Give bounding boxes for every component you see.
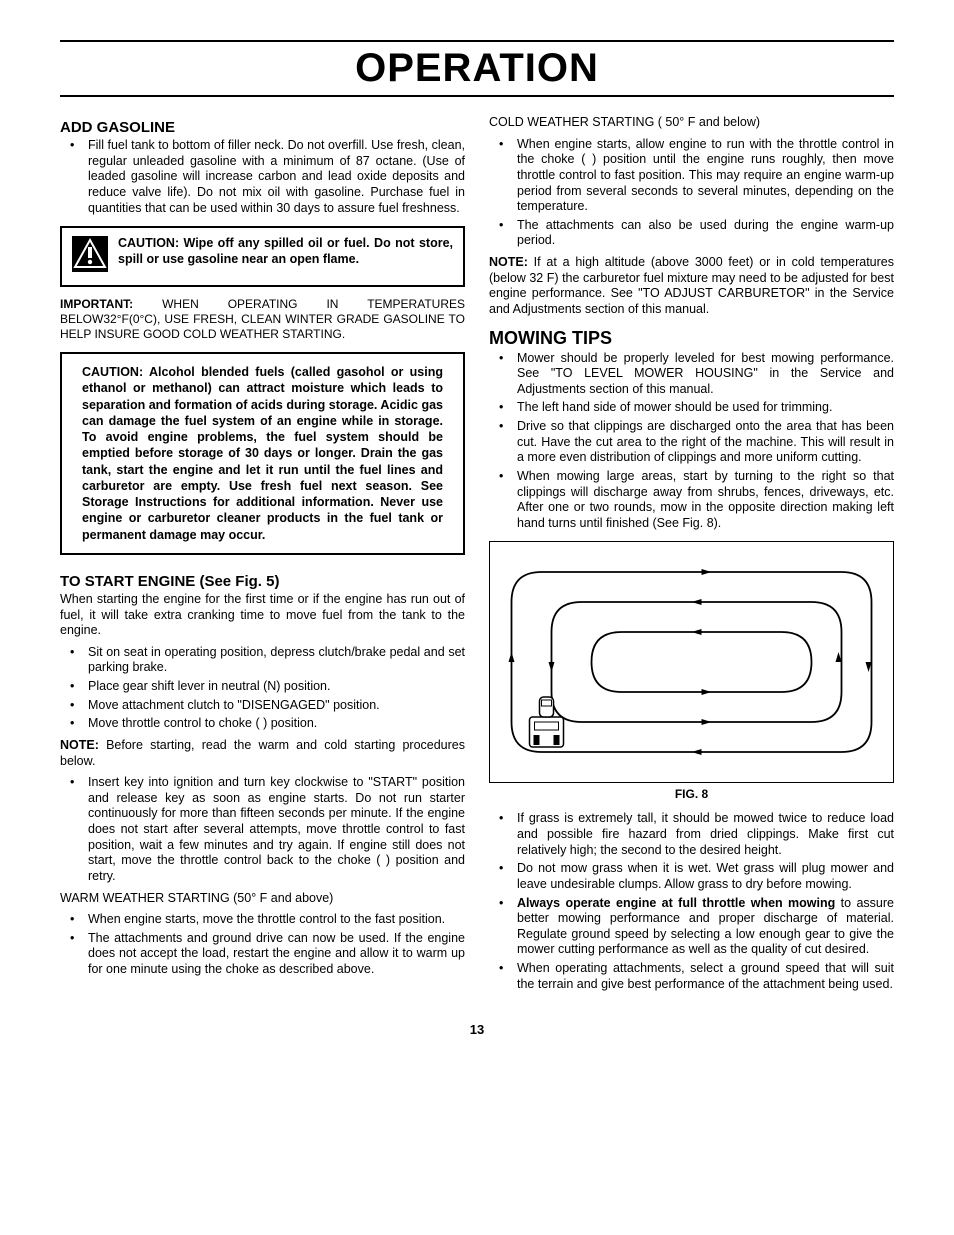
start-engine-heading: TO START ENGINE (See Fig. 5): [60, 573, 465, 590]
list-item: If grass is extremely tall, it should be…: [489, 811, 894, 858]
list-item: Insert key into ignition and turn key cl…: [60, 775, 465, 884]
note-1: NOTE: Before starting, read the warm and…: [60, 738, 465, 769]
list-item: When operating attachments, select a gro…: [489, 961, 894, 992]
warning-icon: [72, 236, 108, 277]
mowing-pattern-diagram: [500, 552, 883, 772]
list-item: Move attachment clutch to "DISENGAGED" p…: [60, 698, 465, 714]
list-item: When mowing large areas, start by turnin…: [489, 469, 894, 532]
list-item: Fill fuel tank to bottom of filler neck.…: [60, 138, 465, 216]
mowing-bullets-b: If grass is extremely tall, it should be…: [489, 811, 894, 992]
page-number: 13: [60, 1022, 894, 1037]
list-item: The attachments and ground drive can now…: [60, 931, 465, 978]
figure-8-caption: FIG. 8: [489, 787, 894, 801]
list-item: Drive so that clippings are discharged o…: [489, 419, 894, 466]
figure-8: [489, 541, 894, 783]
start-bullets-b: Insert key into ignition and turn key cl…: [60, 775, 465, 884]
caution-2-text: CAUTION: Alcohol blended fuels (called g…: [82, 364, 443, 543]
list-item: When engine starts, move the throttle co…: [60, 912, 465, 928]
cold-bullets: When engine starts, allow engine to run …: [489, 137, 894, 249]
list-item: Mower should be properly leveled for bes…: [489, 351, 894, 398]
start-bullets-a: Sit on seat in operating position, depre…: [60, 645, 465, 732]
list-item: Do not mow grass when it is wet. Wet gra…: [489, 861, 894, 892]
right-column: COLD WEATHER STARTING ( 50° F and below)…: [489, 113, 894, 998]
caution-1-text: CAUTION: Wipe off any spilled oil or fue…: [118, 236, 453, 267]
mower-icon: [530, 697, 564, 747]
left-column: ADD GASOLINE Fill fuel tank to bottom of…: [60, 113, 465, 998]
page-title: OPERATION: [60, 40, 894, 97]
note-2: NOTE: If at a high altitude (above 3000 …: [489, 255, 894, 318]
list-item: Move throttle control to choke ( ) posit…: [60, 716, 465, 732]
important-note: IMPORTANT: WHEN OPERATING IN TEMPERATURE…: [60, 297, 465, 342]
warm-bullets: When engine starts, move the throttle co…: [60, 912, 465, 978]
caution-box-1: CAUTION: Wipe off any spilled oil or fue…: [60, 226, 465, 287]
add-gasoline-list: Fill fuel tank to bottom of filler neck.…: [60, 138, 465, 216]
list-item: The attachments can also be used during …: [489, 218, 894, 249]
list-item: Sit on seat in operating position, depre…: [60, 645, 465, 676]
caution-box-2: CAUTION: Alcohol blended fuels (called g…: [60, 352, 465, 555]
list-item: Place gear shift lever in neutral (N) po…: [60, 679, 465, 695]
list-item: When engine starts, allow engine to run …: [489, 137, 894, 215]
list-item: Always operate engine at full throttle w…: [489, 896, 894, 959]
start-engine-intro: When starting the engine for the first t…: [60, 592, 465, 639]
add-gasoline-heading: ADD GASOLINE: [60, 119, 465, 136]
mowing-bullets-a: Mower should be properly leveled for bes…: [489, 351, 894, 532]
warm-heading: WARM WEATHER STARTING (50° F and above): [60, 891, 465, 907]
cold-heading: COLD WEATHER STARTING ( 50° F and below): [489, 115, 894, 131]
mowing-tips-heading: MOWING TIPS: [489, 328, 894, 349]
list-item: The left hand side of mower should be us…: [489, 400, 894, 416]
content-columns: ADD GASOLINE Fill fuel tank to bottom of…: [60, 113, 894, 998]
